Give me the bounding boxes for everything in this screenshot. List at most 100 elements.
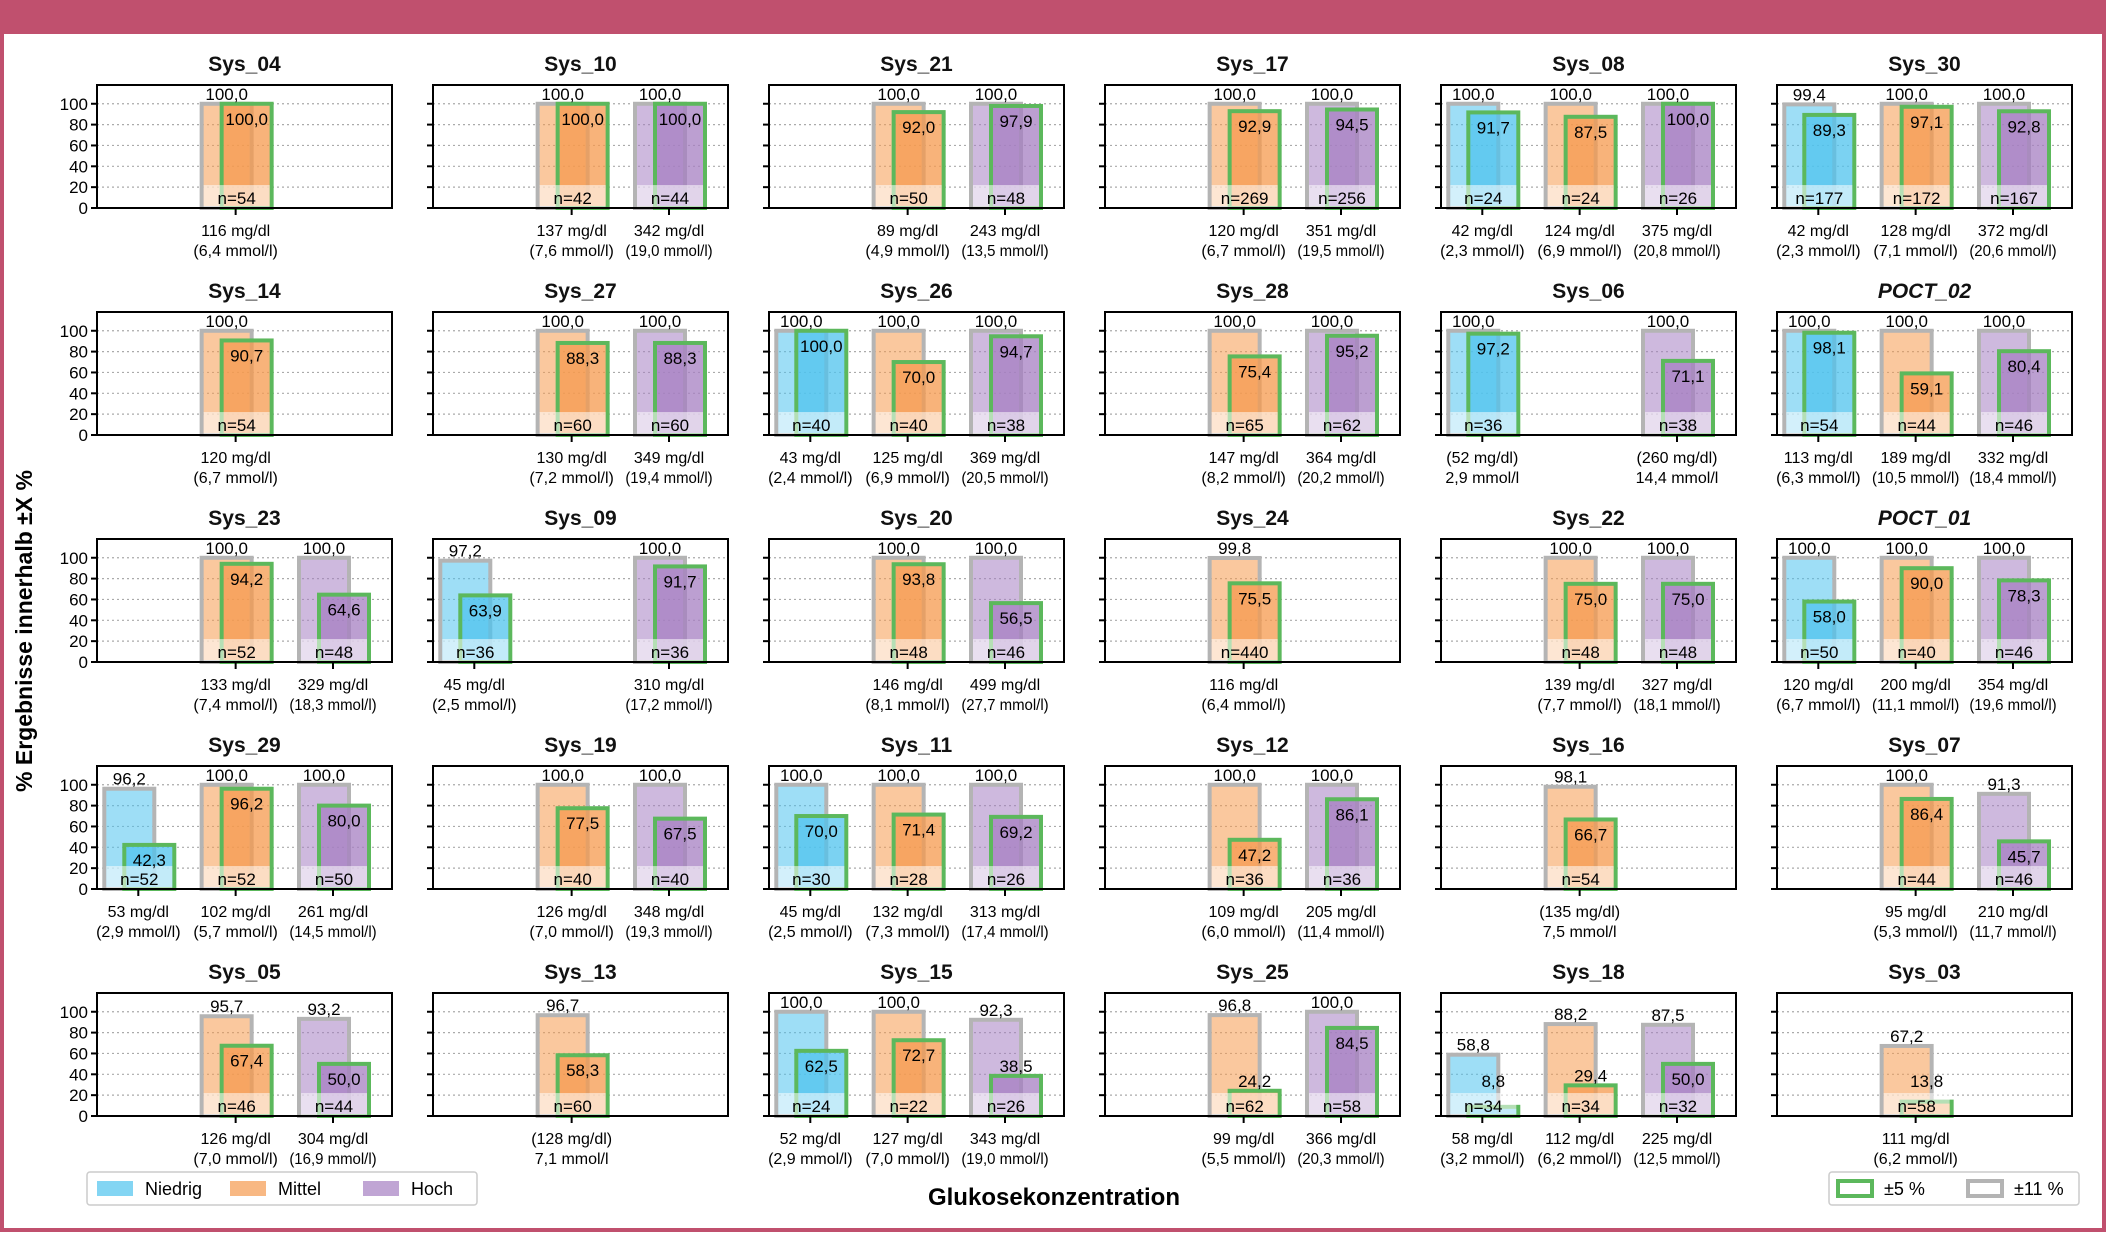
x-tick-label-line1: 45 mg/dl <box>444 677 505 694</box>
bar-group-mittel: 95,7 67,4 n=46 126 mg/dl (7,0 mmol/l) <box>193 997 277 1168</box>
n-label: n=38 <box>987 416 1025 435</box>
bar-group-hoch: 100,0 75,0 n=48 327 mg/dl (18,1 mmol/l) <box>1633 539 1720 714</box>
panel-sys_09: Sys_09 97,2 63,9 n=36 45 mg/dl (2,5 mmol/l) 10… <box>427 507 729 714</box>
x-tick-label-line2: (19,3 mmol/l) <box>625 924 712 941</box>
bar-group-niedrig: 100,0 91,7 n=24 42 mg/dl (2,3 mmol/l) <box>1440 85 1524 260</box>
n-label: n=36 <box>1464 416 1502 435</box>
plot-frame <box>432 538 729 663</box>
panel-title: Sys_11 <box>881 734 953 757</box>
y-tick-label: 20 <box>69 1086 88 1105</box>
value-label-pct-5: 58,0 <box>1813 608 1846 627</box>
value-label-pct-11: 58,8 <box>1457 1036 1490 1055</box>
panel-title: Sys_03 <box>1888 961 1960 984</box>
legend-swatch-tolerance <box>1836 1179 1874 1198</box>
value-label-pct-11: 100,0 <box>1885 539 1928 558</box>
panel-title: Sys_24 <box>1216 507 1289 530</box>
x-tick-label-line1: 125 mg/dl <box>873 450 943 467</box>
n-label-background <box>1547 639 1614 662</box>
n-label-background <box>1645 639 1711 662</box>
value-label-pct-5: 90,0 <box>1910 574 1943 593</box>
x-tick-label-line1: 120 mg/dl <box>201 450 271 467</box>
n-label-background <box>442 639 509 662</box>
bar-group-mittel: 100,0 71,4 n=28 132 mg/dl (7,3 mmol/l) <box>865 766 949 941</box>
x-tick-label-line2: (6,2 mmol/l) <box>1873 1151 1957 1168</box>
y-tick-label: 100 <box>60 322 88 341</box>
x-tick-label-line1: 351 mg/dl <box>1306 223 1376 240</box>
x-tick-label-line1: 120 mg/dl <box>1209 223 1279 240</box>
n-label-background <box>875 185 942 208</box>
y-axis-label: % Ergebnisse innerhalb ±X % <box>11 470 37 792</box>
panel-title: Sys_16 <box>1552 734 1624 757</box>
plot-frame <box>96 538 393 663</box>
bar-group-mittel: 99,8 75,5 n=440 116 mg/dl (6,4 mmol/l) <box>1201 539 1285 714</box>
x-tick-label-line1: 137 mg/dl <box>537 223 607 240</box>
n-label-background <box>973 412 1039 435</box>
x-tick-label-line2: (11,7 mmol/l) <box>1969 924 2056 941</box>
value-label-pct-5: 86,4 <box>1910 805 1943 824</box>
x-tick-label-line1: 372 mg/dl <box>1978 223 2048 240</box>
x-tick-label-line2: (19,4 mmol/l) <box>625 470 712 487</box>
value-label-pct-11: 100,0 <box>780 766 823 785</box>
bar-group-hoch: 93,2 50,0 n=44 304 mg/dl (16,9 mmol/l) <box>289 1000 376 1168</box>
bar-group-hoch: 100,0 91,7 n=36 310 mg/dl (17,2 mmol/l) <box>625 539 712 714</box>
value-label-pct-5: 89,3 <box>1813 121 1846 140</box>
panel-sys_07: Sys_07 100,0 86,4 n=44 95 mg/dl (5,3 mmol/l) 9… <box>1771 734 2073 941</box>
x-tick-label-line2: (20,2 mmol/l) <box>1297 470 1384 487</box>
x-tick-label-line2: (6,2 mmol/l) <box>1537 1151 1621 1168</box>
n-label: n=38 <box>1659 416 1697 435</box>
n-label-background <box>1645 1093 1711 1116</box>
value-label-pct-5: 91,7 <box>1477 118 1510 137</box>
value-label-pct-11: 100,0 <box>780 312 823 331</box>
x-tick-label-line1: 128 mg/dl <box>1881 223 1951 240</box>
x-tick-label-line2: (20,8 mmol/l) <box>1633 243 1720 260</box>
plot-frame <box>1440 311 1737 436</box>
bar-group-niedrig: 100,0 70,0 n=30 45 mg/dl (2,5 mmol/l) <box>768 766 852 941</box>
n-label-background <box>1981 185 2047 208</box>
x-tick-label-line2: (6,7 mmol/l) <box>193 470 277 487</box>
y-tick-label: 20 <box>69 632 88 651</box>
value-label-pct-11: 100,0 <box>541 85 584 104</box>
value-label-pct-11: 96,7 <box>546 996 579 1015</box>
value-label-pct-5: 75,0 <box>1574 590 1607 609</box>
x-tick-label-line1: 225 mg/dl <box>1642 1131 1712 1148</box>
x-tick-label-line1: 95 mg/dl <box>1885 904 1946 921</box>
n-label-background <box>203 412 270 435</box>
n-label-background <box>1883 1093 1950 1116</box>
value-label-pct-5: 100,0 <box>225 110 268 129</box>
bar-group-hoch: 100,0 94,7 n=38 369 mg/dl (20,5 mmol/l) <box>961 312 1048 487</box>
legend-label-tolerance: ±5 % <box>1884 1179 1925 1199</box>
value-label-pct-11: 100,0 <box>877 993 920 1012</box>
x-tick-label-line2: (7,0 mmol/l) <box>865 1151 949 1168</box>
n-label-background <box>1786 412 1853 435</box>
value-label-pct-5: 75,5 <box>1238 589 1271 608</box>
x-tick-label-line2: (2,3 mmol/l) <box>1440 243 1524 260</box>
n-label-background <box>539 866 606 889</box>
value-label-pct-11: 99,8 <box>1218 539 1251 558</box>
y-tick-label: 60 <box>69 1044 88 1063</box>
n-label: n=58 <box>1323 1097 1361 1116</box>
value-label-pct-11: 100,0 <box>639 85 682 104</box>
value-label-pct-11: 95,7 <box>210 997 243 1016</box>
bar-group-niedrig: 100,0 100,0 n=40 43 mg/dl (2,4 mmol/l) <box>768 312 852 487</box>
n-label-background <box>973 866 1039 889</box>
bar-group-mittel: 67,2 13,8 n=58 111 mg/dl (6,2 mmol/l) <box>1873 1027 1957 1168</box>
bar-group-mittel: 100,0 75,0 n=48 139 mg/dl (7,7 mmol/l) <box>1537 539 1621 714</box>
n-label: n=54 <box>218 189 256 208</box>
value-label-pct-11: 100,0 <box>205 85 248 104</box>
value-label-pct-11: 100,0 <box>205 539 248 558</box>
bar-group-mittel: 96,8 24,2 n=62 99 mg/dl (5,5 mmol/l) <box>1201 996 1285 1168</box>
value-label-pct-11: 98,1 <box>1554 768 1587 787</box>
x-tick-label-line2: (12,5 mmol/l) <box>1633 1151 1720 1168</box>
value-label-pct-5: 71,4 <box>902 821 935 840</box>
value-label-pct-11: 100,0 <box>639 539 682 558</box>
legend-label-niedrig: Niedrig <box>145 1179 202 1199</box>
y-tick-label: 100 <box>60 1003 88 1022</box>
n-label: n=26 <box>987 870 1025 889</box>
value-label-pct-5: 100,0 <box>800 337 843 356</box>
value-label-pct-5: 80,0 <box>327 812 360 831</box>
value-label-pct-5: 47,2 <box>1238 846 1271 865</box>
bar-group-hoch: 100,0 69,2 n=26 313 mg/dl (17,4 mmol/l) <box>961 766 1048 941</box>
